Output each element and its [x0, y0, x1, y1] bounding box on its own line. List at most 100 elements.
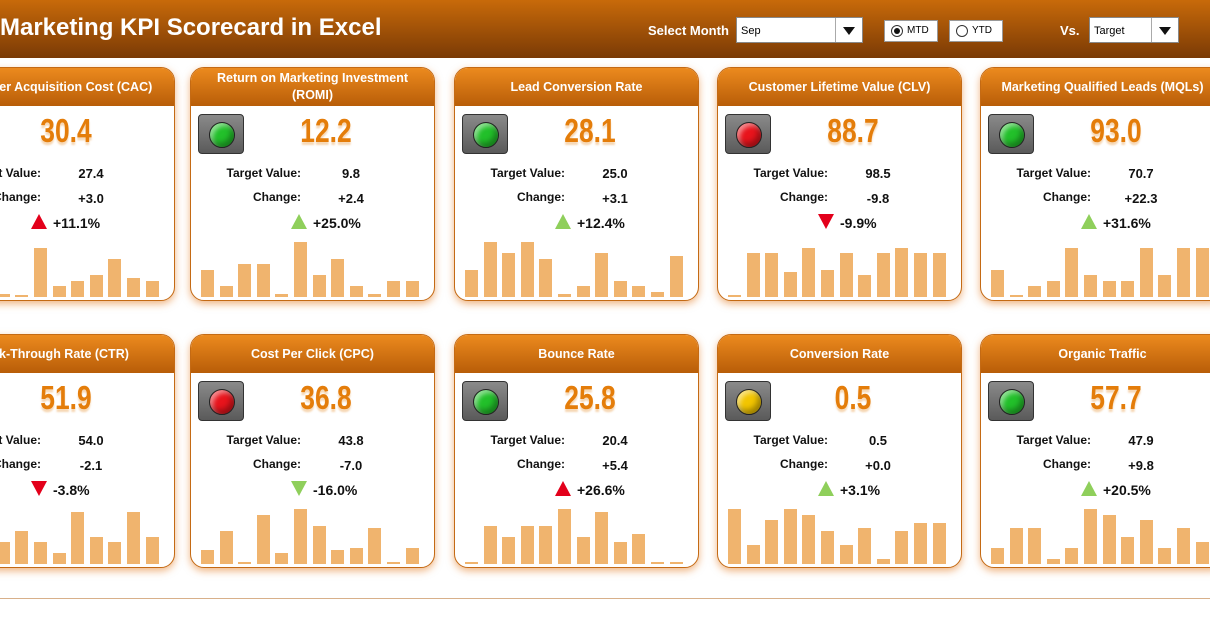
kpi-value: 51.9	[40, 379, 92, 416]
change-percent: +25.0%	[313, 215, 361, 231]
kpi-value: 88.7	[827, 112, 879, 149]
spark-bar	[728, 509, 741, 564]
change-value: -9.8	[866, 191, 890, 206]
spark-bar	[145, 280, 159, 297]
spark-bar	[558, 509, 571, 564]
month-dropdown[interactable]: Sep	[736, 17, 863, 43]
light-bulb	[473, 389, 499, 415]
change-percent: +3.1%	[840, 482, 881, 498]
spark-bar	[576, 286, 590, 297]
spark-bar	[89, 275, 103, 297]
kpi-card: Conversion Rate 0.5 Target Value: 0.5 Change…	[717, 334, 962, 568]
status-light	[198, 114, 244, 154]
change-value: +3.0	[78, 191, 104, 206]
spark-bar	[1121, 280, 1135, 297]
spark-bar	[256, 514, 270, 564]
spark-bar	[783, 272, 797, 297]
spark-bar	[765, 520, 779, 564]
status-light	[725, 381, 771, 421]
spark-bar	[595, 253, 609, 297]
spark-bar	[932, 522, 946, 564]
change-percent: -3.8%	[53, 482, 90, 498]
vs-dropdown[interactable]: Target	[1089, 17, 1179, 43]
light-bulb	[209, 122, 235, 148]
change-percent: +12.4%	[577, 215, 625, 231]
spark-bar	[1177, 528, 1190, 564]
mtd-option[interactable]: MTD	[884, 20, 938, 42]
kpi-card: Customer Acquisition Cost (CAC) 30.4 Targe…	[0, 67, 175, 301]
change-label: Change:	[1043, 457, 1091, 471]
kpi-card: Customer Lifetime Value (CLV) 88.7 Target …	[717, 67, 962, 301]
spark-bar	[219, 286, 233, 297]
change-value: +5.4	[602, 458, 628, 473]
spark-bar	[1139, 247, 1153, 297]
spark-bar	[387, 280, 400, 297]
spark-bar	[595, 511, 609, 564]
target-label: Target Value:	[226, 433, 301, 447]
spark-bar	[632, 286, 646, 297]
status-light	[462, 114, 508, 154]
kpi-value: 30.4	[40, 112, 92, 149]
spark-bar	[368, 528, 382, 564]
spark-bar	[201, 550, 214, 564]
spark-bar	[1102, 514, 1116, 564]
spark-bar	[802, 247, 816, 297]
spark-bar	[895, 531, 909, 564]
kpi-card: Organic Traffic 57.7 Target Value: 47.9 Chan…	[980, 334, 1210, 568]
spark-bar	[520, 525, 534, 564]
spark-bar	[1195, 542, 1209, 564]
trend-arrow	[1081, 214, 1097, 229]
spark-bar	[312, 525, 326, 564]
spark-bar	[502, 253, 516, 297]
spark-bar	[991, 547, 1004, 564]
trend-arrow	[555, 481, 571, 496]
change-value: +2.4	[338, 191, 364, 206]
kpi-value: 0.5	[834, 379, 872, 416]
light-bulb	[999, 122, 1025, 148]
spark-bar	[858, 275, 872, 297]
target-value: 0.5	[868, 433, 888, 448]
spark-bar	[932, 253, 946, 297]
spark-bar	[145, 536, 159, 564]
spark-bar	[201, 269, 214, 297]
target-value: 70.7	[1128, 166, 1154, 181]
trend-arrow	[818, 214, 834, 229]
change-value: -7.0	[339, 458, 363, 473]
spark-bar	[746, 253, 760, 297]
spark-bar	[802, 514, 816, 564]
spark-bar	[502, 536, 516, 564]
kpi-value: 12.2	[300, 112, 352, 149]
spark-bar	[349, 286, 363, 297]
spark-bar	[256, 264, 270, 297]
spark-bar	[312, 275, 326, 297]
spark-bar	[1084, 275, 1097, 297]
spark-bar	[651, 562, 664, 564]
card-title: Click-Through Rate (CTR)	[0, 335, 174, 373]
spark-bar	[539, 525, 553, 564]
spark-bar	[539, 258, 553, 297]
card-title: Return on Marketing Investment (ROMI)	[191, 68, 434, 106]
target-label: Target Value:	[753, 433, 828, 447]
spark-bar	[746, 544, 760, 564]
target-value: 25.0	[602, 166, 628, 181]
change-label: Change:	[780, 190, 828, 204]
spark-bar	[1009, 295, 1023, 297]
spark-bar	[1084, 509, 1097, 564]
spark-bar	[294, 242, 307, 297]
kpi-value: 25.8	[564, 379, 616, 416]
ytd-option[interactable]: YTD	[949, 20, 1003, 42]
spark-bar	[483, 242, 497, 297]
kpi-card: Return on Marketing Investment (ROMI) 12.…	[190, 67, 435, 301]
spark-bar	[1065, 547, 1079, 564]
spark-bar	[331, 550, 345, 564]
spark-bar	[483, 525, 497, 564]
change-percent: -16.0%	[313, 482, 358, 498]
spark-bar	[651, 291, 664, 297]
target-label: Target Value:	[753, 166, 828, 180]
spark-bar	[876, 253, 890, 297]
spark-bar	[1028, 286, 1042, 297]
change-value: -2.1	[79, 458, 103, 473]
spark-bar	[991, 269, 1004, 297]
dashboard-title: Marketing KPI Scorecard in Excel	[0, 14, 382, 41]
spark-bar	[275, 294, 289, 297]
